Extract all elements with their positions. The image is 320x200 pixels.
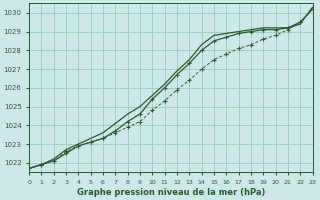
X-axis label: Graphe pression niveau de la mer (hPa): Graphe pression niveau de la mer (hPa) xyxy=(76,188,265,197)
